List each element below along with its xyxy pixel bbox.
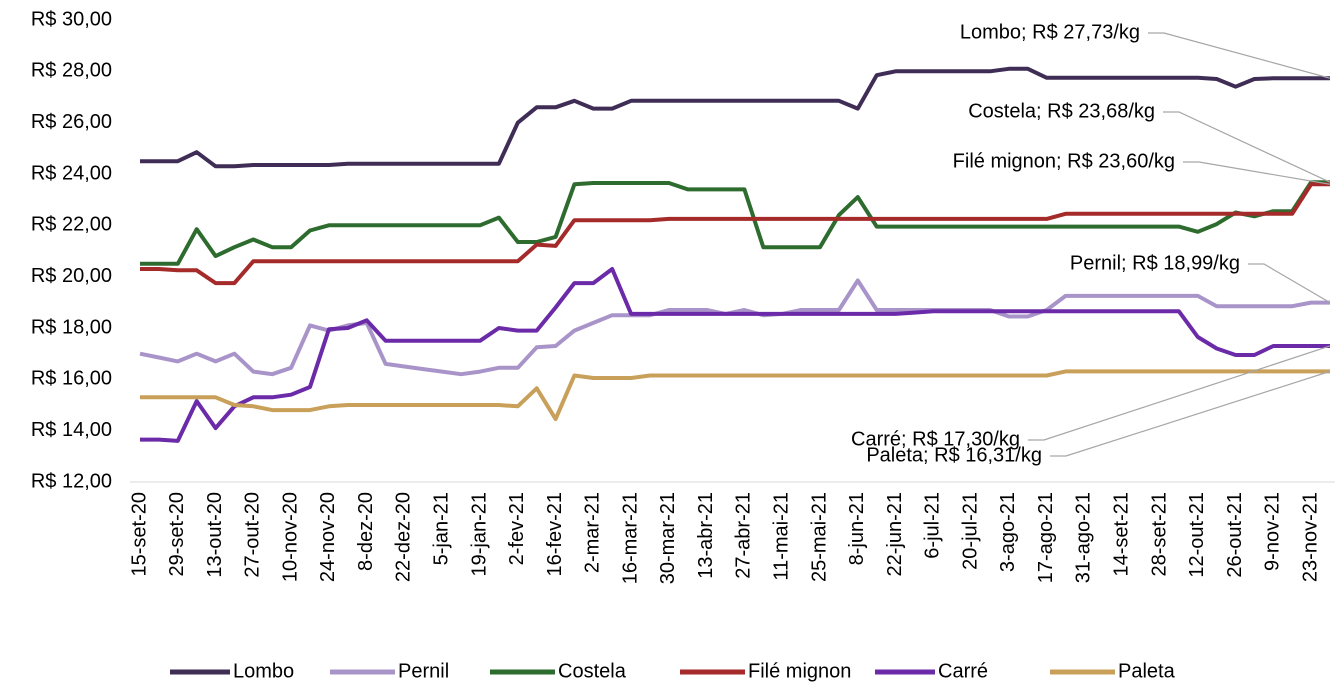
x-tick-label: 29-set-20	[166, 492, 188, 577]
series-line	[140, 267, 1330, 443]
x-tick-label: 25-mai-21	[808, 492, 830, 582]
x-tick-label: 22-jun-21	[884, 492, 906, 577]
x-tick-label: 9-nov-21	[1262, 492, 1284, 571]
y-tick-label: R$ 12,00	[31, 470, 112, 492]
x-tick-label: 27-out-20	[242, 492, 264, 578]
leader-line	[1183, 161, 1331, 185]
x-tick-label: 23-nov-21	[1299, 492, 1321, 582]
legend-label: Lombo	[233, 660, 294, 682]
x-tick-label: 24-nov-20	[317, 492, 339, 582]
series-line	[140, 66, 1330, 169]
x-tick-label: 26-out-21	[1224, 492, 1246, 578]
legend-label: Pernil	[398, 660, 449, 682]
y-tick-label: R$ 26,00	[31, 111, 112, 133]
x-tick-label: 5-jan-21	[431, 492, 453, 565]
x-tick-label: 2-mar-21	[582, 492, 604, 573]
series-line	[140, 182, 1330, 286]
y-tick-label: R$ 14,00	[31, 419, 112, 441]
x-tick-label: 8-jun-21	[846, 492, 868, 565]
x-tick-label: 11-mai-21	[771, 492, 793, 581]
leader-line	[1028, 345, 1331, 441]
series-line	[140, 369, 1330, 422]
x-tick-label: 30-mar-21	[657, 492, 679, 584]
x-tick-label: 3-ago-21	[997, 492, 1019, 572]
y-tick-label: R$ 16,00	[31, 368, 112, 390]
x-tick-label: 17-ago-21	[1035, 492, 1057, 583]
legend-label: Filé mignon	[748, 660, 851, 682]
x-tick-label: 14-set-21	[1111, 492, 1133, 577]
annotation: Pernil; R$ 18,99/kg	[1070, 252, 1240, 274]
y-tick-label: R$ 24,00	[31, 162, 112, 184]
x-tick-label: 13-out-20	[204, 492, 226, 578]
x-tick-label: 2-fev-21	[506, 492, 528, 565]
x-tick-label: 22-dez-20	[393, 492, 415, 582]
annotation: Lombo; R$ 27,73/kg	[960, 21, 1140, 43]
leader-line	[1163, 111, 1331, 183]
x-tick-label: 6-jul-21	[922, 492, 944, 559]
x-tick-label: 12-out-21	[1186, 492, 1208, 578]
x-tick-label: 16-fev-21	[544, 492, 566, 577]
x-tick-label: 16-mar-21	[619, 492, 641, 584]
x-tick-label: 28-set-21	[1148, 492, 1170, 577]
x-tick-label: 19-jan-21	[468, 492, 490, 577]
annotation: Paleta; R$ 16,31/kg	[866, 444, 1042, 466]
annotation: Filé mignon; R$ 23,60/kg	[953, 150, 1175, 172]
x-tick-label: 10-nov-20	[279, 492, 301, 582]
annotation: Costela; R$ 23,68/kg	[968, 100, 1155, 122]
y-tick-label: R$ 18,00	[31, 316, 112, 338]
annotation: Carré; R$ 17,30/kg	[851, 428, 1020, 450]
x-tick-label: 13-abr-21	[695, 492, 717, 579]
x-tick-label: 20-jul-21	[959, 492, 981, 570]
leader-line	[1050, 370, 1331, 457]
legend-label: Carré	[938, 660, 988, 682]
x-tick-label: 27-abr-21	[733, 492, 755, 579]
x-tick-label: 31-ago-21	[1073, 492, 1095, 583]
y-tick-label: R$ 20,00	[31, 265, 112, 287]
legend-label: Costela	[558, 660, 627, 682]
x-tick-label: 15-set-20	[128, 492, 150, 577]
legend-label: Paleta	[1118, 660, 1176, 682]
y-tick-label: R$ 28,00	[31, 60, 112, 82]
leader-line	[1248, 263, 1331, 304]
leader-line	[1148, 32, 1331, 79]
y-tick-label: R$ 30,00	[31, 8, 112, 30]
series-line	[140, 180, 1330, 266]
y-tick-label: R$ 22,00	[31, 214, 112, 236]
x-tick-label: 8-dez-20	[355, 492, 377, 571]
